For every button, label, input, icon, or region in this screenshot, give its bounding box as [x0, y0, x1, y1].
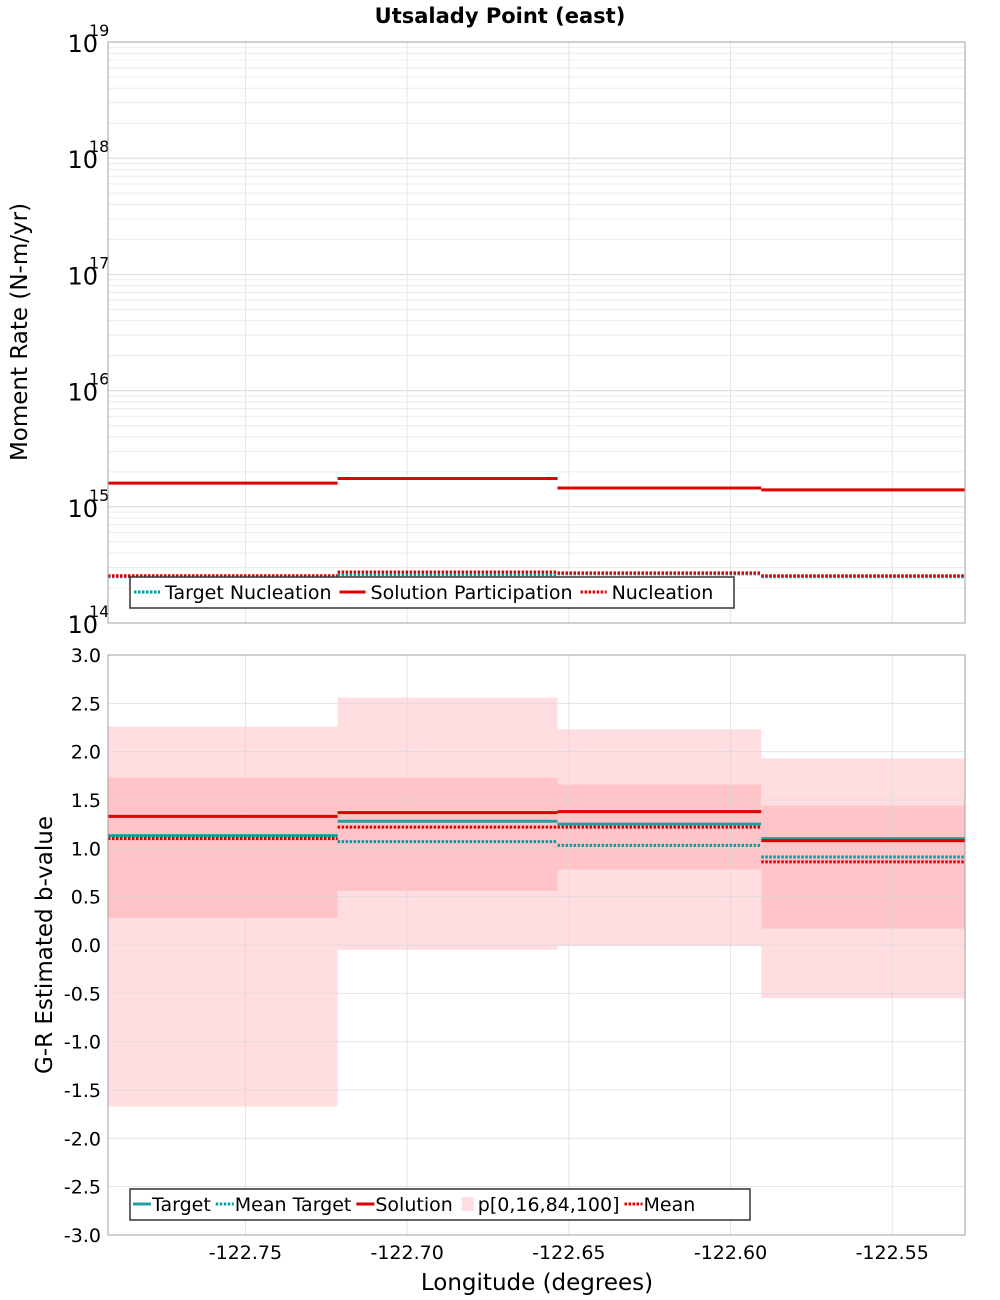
bottom-legend-label: Solution	[375, 1194, 452, 1216]
bottom-x-tick-label: -122.75	[209, 1242, 282, 1264]
top-y-tick-base: 10	[67, 262, 98, 290]
bottom-y-tick-label: 2.5	[71, 693, 101, 715]
bottom-legend-label: Mean Target	[235, 1194, 352, 1216]
percentile-band-inner	[761, 805, 965, 929]
bottom-y-tick-label: -2.0	[64, 1128, 101, 1150]
bottom-y-tick-label: -1.5	[64, 1080, 101, 1102]
top-y-tick-base: 10	[67, 495, 98, 523]
top-y-tick-base: 10	[67, 379, 98, 407]
top-legend-box	[129, 576, 735, 609]
bottom-y-tick-label: -2.5	[64, 1177, 101, 1199]
top-plot-frame	[107, 41, 966, 624]
bottom-percentile-bands	[108, 697, 965, 1107]
bottom-y-tick-label: 3.0	[71, 645, 101, 667]
top-y-tick-exponent: 15	[89, 486, 109, 505]
top-legend-label: Target Nucleation	[164, 582, 332, 604]
top-legend-label: Nucleation	[612, 582, 714, 604]
bottom-y-tick-label: 1.0	[71, 838, 101, 860]
chart-title: Utsalady Point (east)	[375, 4, 626, 28]
top-y-tick-exponent: 18	[89, 137, 109, 156]
bottom-legend-band-swatch	[461, 1197, 474, 1211]
bottom-x-tick-label: -122.55	[856, 1242, 929, 1264]
top-legend: Target Nucleation Solution Participation N…	[129, 576, 735, 609]
bottom-x-tick-label: -122.60	[694, 1242, 767, 1264]
percentile-band-inner	[337, 777, 558, 891]
top-y-tick-base: 10	[67, 146, 98, 174]
top-y-axis-label: Moment Rate (N-m/yr)	[7, 203, 33, 461]
top-series-nucleation	[108, 570, 965, 578]
top-plot-area	[108, 42, 965, 623]
top-y-tick-exponent: 14	[89, 602, 109, 621]
bottom-y-tick-label: 2.0	[71, 742, 101, 764]
top-y-tick-base: 10	[67, 611, 98, 639]
top-grid	[108, 41, 965, 624]
bottom-legend-label: Target	[151, 1194, 211, 1216]
bottom-plot-frame	[107, 654, 966, 1236]
bottom-legend-label: p[0,16,84,100]	[478, 1194, 620, 1216]
bottom-y-tick-label: 0.5	[71, 887, 101, 909]
bottom-y-tick-label: 1.5	[71, 790, 101, 812]
top-legend-label: Solution Participation	[371, 582, 573, 604]
top-series-solution-participation	[108, 477, 965, 492]
bottom-x-ticks: -122.75 -122.70 -122.65 -122.60 -122.55	[209, 1242, 929, 1264]
bottom-y-tick-label: -0.5	[64, 983, 101, 1005]
bottom-panel: 3.0 2.5 2.0 1.5 1.0 0.5 0.0 -0.5 -1.0 -1.5 -2.0 -2.…	[32, 645, 966, 1296]
x-axis-label: Longitude (degrees)	[421, 1270, 653, 1296]
bottom-series-group	[108, 810, 965, 864]
top-y-tick-exponent: 16	[89, 370, 109, 389]
bottom-y-tick-label: 0.0	[71, 935, 101, 957]
bottom-legend-label: Mean	[644, 1194, 696, 1216]
bottom-series-mean-target	[108, 834, 965, 859]
top-y-tick-exponent: 17	[89, 253, 109, 272]
bottom-y-ticks: 3.0 2.5 2.0 1.5 1.0 0.5 0.0 -0.5 -1.0 -1.5 -2.0 -2.…	[64, 645, 101, 1247]
bottom-y-tick-label: -1.0	[64, 1032, 101, 1054]
bottom-series-mean	[108, 825, 965, 864]
bottom-y-axis-label: G-R Estimated b-value	[32, 816, 58, 1074]
top-y-tick-exponent: 19	[89, 21, 109, 40]
bottom-y-tick-label: -3.0	[64, 1225, 101, 1247]
bottom-legend: Target Mean Target Solution p[0,16,84,100] M…	[129, 1188, 751, 1221]
bottom-x-tick-label: -122.70	[370, 1242, 443, 1264]
bottom-x-tick-label: -122.65	[532, 1242, 605, 1264]
top-y-tick-base: 10	[67, 30, 98, 58]
bottom-series-solution	[108, 810, 965, 843]
